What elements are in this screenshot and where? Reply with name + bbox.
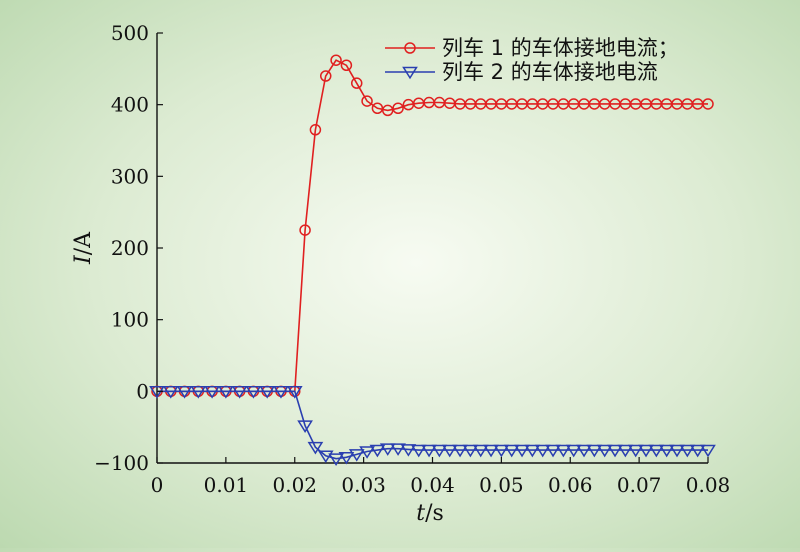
- y-axis-label: I/A: [71, 231, 96, 265]
- y-tick-label: 200: [111, 236, 149, 260]
- x-tick-label: 0.06: [548, 473, 593, 497]
- series-2-point: [627, 444, 644, 458]
- series-2-point: [431, 444, 448, 458]
- series-2-point: [204, 386, 220, 399]
- series-2-point: [317, 450, 334, 464]
- series-2-point: [348, 449, 365, 462]
- series-2-point: [534, 444, 551, 458]
- y-tick-label: 500: [111, 21, 149, 45]
- series-2-line: [157, 390, 708, 460]
- x-tick-label: 0.01: [204, 473, 249, 497]
- series-1-line: [157, 59, 708, 393]
- legend-label-1: 列车 1 的车体接地电流；: [442, 36, 679, 60]
- ticks-layer: 0 0.01 0.02 0.03 0.04 0.05 0.06 0.07 0.08−100010…: [94, 21, 730, 497]
- series-2-point: [441, 444, 458, 458]
- series-2-point: [483, 444, 499, 458]
- series-2-point: [218, 386, 234, 399]
- series-2: [149, 386, 716, 466]
- series-1-point: [392, 102, 404, 114]
- series-2-point: [555, 444, 572, 458]
- series-2-point: [390, 443, 406, 456]
- x-tick-label: 0.02: [272, 473, 317, 497]
- y-tick-label: 300: [111, 164, 149, 188]
- series-2-point: [679, 444, 696, 458]
- series-1-point: [361, 95, 373, 107]
- series-2-point: [669, 444, 685, 458]
- series-2-point: [286, 386, 303, 399]
- series-1-point: [299, 224, 311, 236]
- x-tick-label: 0: [151, 473, 164, 497]
- series-1-point: [702, 98, 714, 110]
- series-2-point: [462, 444, 479, 458]
- series-2-point: [400, 444, 417, 457]
- series-2-point: [638, 444, 654, 458]
- legend-label-2: 列车 2 的车体接地电流: [442, 60, 658, 84]
- series-2-point: [472, 444, 489, 458]
- series-2-point: [648, 444, 665, 458]
- series-2-point: [617, 444, 634, 458]
- x-tick-label: 0.04: [410, 473, 455, 497]
- series-2-point: [162, 386, 179, 399]
- series-2-point: [359, 446, 375, 459]
- series-2-point: [689, 444, 706, 458]
- series-2-point: [259, 386, 276, 399]
- series-2-point: [231, 386, 248, 399]
- series-2-point: [410, 444, 427, 458]
- x-tick-label: 0.03: [341, 473, 386, 497]
- series-2-point: [586, 444, 603, 458]
- series-2-point: [607, 444, 623, 458]
- x-tick-label: 0.05: [479, 473, 524, 497]
- series-2-point: [493, 444, 510, 458]
- series-1-point: [330, 54, 342, 66]
- x-axis-label: t/s: [416, 501, 444, 526]
- x-tick-label: 0.07: [617, 473, 662, 497]
- series-2-point: [328, 453, 344, 466]
- series-2-point: [369, 444, 386, 458]
- series-2-point: [149, 386, 165, 399]
- x-tick-label: 0.08: [686, 473, 731, 497]
- series-1-point: [350, 77, 363, 89]
- series-2-point: [297, 420, 313, 433]
- series-2-point: [524, 444, 541, 458]
- series-2-point: [379, 443, 396, 456]
- series-1: [151, 54, 714, 398]
- y-tick-label: −100: [94, 451, 149, 475]
- series-2-point: [545, 444, 561, 458]
- series-2-point: [596, 444, 613, 458]
- y-tick-label: 100: [111, 308, 149, 332]
- series-1-point: [309, 124, 322, 136]
- series-2-point: [190, 386, 207, 399]
- series-2-point: [307, 441, 324, 455]
- legend-marker-2: [402, 66, 418, 80]
- series-2-point: [576, 444, 592, 458]
- series-2-point: [421, 444, 437, 458]
- series-2-point: [176, 386, 193, 399]
- series-2-point: [245, 386, 262, 399]
- y-tick-label: 400: [111, 93, 149, 117]
- series-2-point: [338, 451, 355, 465]
- legend: 列车 1 的车体接地电流；列车 2 的车体接地电流: [385, 36, 679, 84]
- legend-marker-1: [404, 42, 416, 54]
- series-2-point: [503, 444, 520, 458]
- series-2-point: [273, 386, 289, 399]
- series-2-point: [565, 444, 582, 458]
- series-2-point: [658, 444, 675, 458]
- series-2-point: [514, 444, 530, 458]
- series-1-point: [340, 59, 353, 71]
- series-layer: [149, 54, 716, 466]
- series-1-point: [319, 70, 332, 82]
- series-2-point: [452, 444, 468, 458]
- y-tick-label: 0: [136, 379, 149, 403]
- series-2-point: [700, 444, 716, 458]
